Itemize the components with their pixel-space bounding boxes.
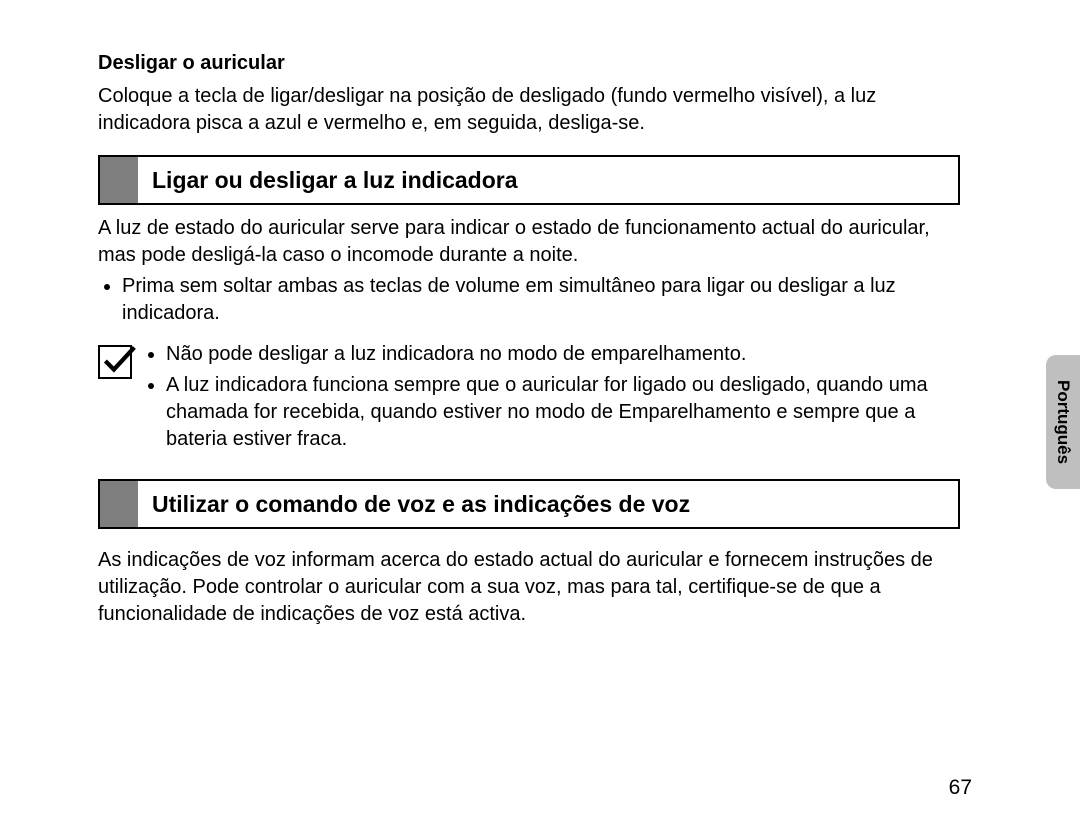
section2-bar: Utilizar o comando de voz e as indicaçõe…: [98, 479, 960, 529]
list-item: Prima sem soltar ambas as teclas de volu…: [122, 273, 960, 327]
section2-gray-block: [100, 481, 138, 527]
list-item: Não pode desligar a luz indicadora no mo…: [166, 341, 960, 368]
page-content: Desligar o auricular Coloque a tecla de …: [98, 52, 960, 646]
note-box: Não pode desligar a luz indicadora no mo…: [98, 341, 960, 457]
section1-bullets: Prima sem soltar ambas as teclas de volu…: [98, 273, 960, 327]
section2-paragraph: As indicações de voz informam acerca do …: [98, 547, 960, 628]
section1-paragraph: A luz de estado do auricular serve para …: [98, 215, 960, 269]
section2-title: Utilizar o comando de voz e as indicaçõe…: [138, 481, 958, 527]
language-label: Português: [1053, 380, 1073, 464]
subsection-heading: Desligar o auricular: [98, 52, 960, 75]
page-number: 67: [949, 776, 972, 800]
intro-paragraph: Coloque a tecla de ligar/desligar na pos…: [98, 83, 960, 137]
check-icon: [98, 345, 132, 379]
language-tab: Português: [1046, 355, 1080, 489]
list-item: A luz indicadora funciona sempre que o a…: [166, 372, 960, 453]
note-bullets: Não pode desligar a luz indicadora no mo…: [146, 341, 960, 457]
section1-title: Ligar ou desligar a luz indicadora: [138, 157, 958, 203]
section1-gray-block: [100, 157, 138, 203]
section1-bar: Ligar ou desligar a luz indicadora: [98, 155, 960, 205]
